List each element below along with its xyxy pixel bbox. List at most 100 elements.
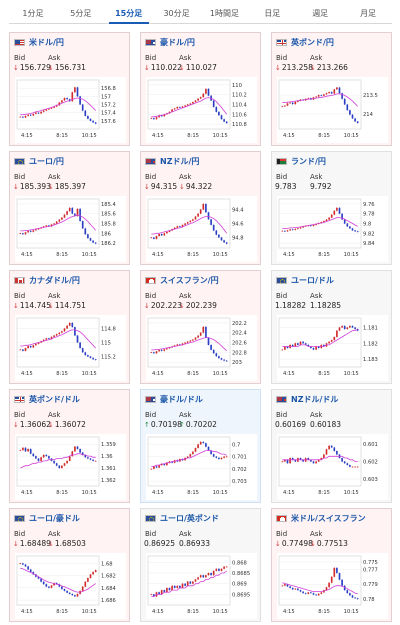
currency-pair-link[interactable]: カナダドル/円 [29, 275, 80, 285]
candle-body [29, 448, 32, 454]
currency-pair-link[interactable]: 豪ドル/ドル [160, 394, 203, 404]
candlestick-chart[interactable]: 110.8 110.6 110.4 110.2 110 4:15 8:15 10:15 [146, 77, 257, 143]
tab-timeframe-0[interactable]: 1分足 [22, 9, 44, 18]
x-tick-label: 4:15 [152, 609, 164, 615]
candlestick-chart[interactable]: 9.84 9.82 9.8 9.78 9.76 4:15 8:15 10:15 [277, 196, 388, 262]
candle-body [61, 331, 63, 333]
currency-pair-link[interactable]: 豪ドル/円 [160, 37, 195, 47]
candle-body [284, 346, 286, 350]
candle-body [92, 459, 94, 461]
currency-pair-link[interactable]: スイスフラン/円 [160, 275, 219, 285]
tab-timeframe-5[interactable]: 日足 [264, 9, 281, 18]
candle-body [181, 459, 184, 461]
currency-card[interactable]: カナダドル/円 Bid Ask ↓ 114.745 ↓ 114.751 115.2 115 114… [9, 270, 130, 384]
bid-quote: 9.783 [275, 182, 310, 191]
candle-body [218, 356, 220, 359]
currency-pair-link[interactable]: 英ポンド/ドル [29, 394, 80, 404]
currency-card[interactable]: ユーロ/英ポンド Bid Ask 0.86925 0.86933 0.8695 0.869 0… [140, 508, 261, 622]
y-tick-label: 1.682 [101, 574, 116, 580]
candle-body [27, 448, 29, 452]
candlestick-chart[interactable]: 0.8695 0.869 0.8685 0.868 4:15 8:15 10:15 [146, 553, 257, 619]
currency-card[interactable]: NZドル/ドル Bid Ask 0.60169 0.60183 0.603 0.602 0.6… [271, 389, 392, 503]
candle-body [89, 458, 92, 460]
ask-quote: 9.792 [310, 182, 345, 191]
candlestick-chart[interactable]: 214 213.5 4:15 8:15 10:15 [277, 77, 388, 143]
currency-pair-link[interactable]: ユーロ/ドル [291, 275, 334, 285]
currency-chart-grid: 米ドル/円 Bid Ask ↓ 156.729 ↓ 156.731 157.6 157.4 157… [9, 32, 392, 622]
currency-card[interactable]: ランド/円 Bid Ask 9.783 9.792 9.84 9.82 9.8 9.78 9.76… [271, 151, 392, 265]
currency-card[interactable]: 豪ドル/円 Bid Ask ↓ 110.022 ↓ 110.027 110.8 110.6 110… [140, 32, 261, 146]
candle-body [19, 233, 22, 234]
candle-body [197, 98, 199, 101]
candle-body [323, 454, 325, 458]
tab-timeframe-4[interactable]: 1時間足 [209, 9, 239, 18]
candle-body [74, 595, 76, 597]
bid-label: Bid [145, 173, 157, 181]
candle-body [212, 100, 215, 107]
currency-pair-link[interactable]: 英ポンド/円 [291, 37, 334, 47]
currency-pair-link[interactable]: 米ドル/円 [29, 37, 64, 47]
candle-body [212, 570, 215, 576]
candle-body [184, 583, 186, 586]
ask-quote: ↓ 94.322 [179, 182, 214, 191]
currency-card[interactable]: ユーロ/豪ドル Bid Ask ↓ 1.68489 ↓ 1.68503 1.686 1.684 1… [9, 508, 130, 622]
currency-pair-link[interactable]: 米ドル/スイスフラン [291, 513, 366, 523]
candle-body [336, 207, 338, 211]
flag-nz-icon [276, 395, 287, 403]
candle-body [153, 352, 155, 354]
candle-body [42, 110, 45, 112]
ask-label: Ask [48, 173, 61, 181]
currency-card[interactable]: 米ドル/円 Bid Ask ↓ 156.729 ↓ 156.731 157.6 157.4 157… [9, 32, 130, 146]
currency-card[interactable]: 英ポンド/ドル Bid Ask ↓ 1.36062 ↓ 1.36072 1.362 1.361 1… [9, 389, 130, 503]
y-tick-label: 1.36 [101, 454, 113, 460]
plot-frame [278, 555, 362, 606]
currency-pair-link[interactable]: ユーロ/円 [29, 156, 64, 166]
currency-card[interactable]: ユーロ/円 Bid Ask ↓ 185.393 ↓ 185.397 186.2 186 185.8… [9, 151, 130, 265]
tab-timeframe-2[interactable]: 15分足 [105, 4, 153, 24]
candle-body [45, 225, 48, 227]
currency-card[interactable]: 米ドル/スイスフラン Bid Ask ↓ 0.77498 ↓ 0.77513 0.78 0.77… [271, 508, 392, 622]
y-tick-label: 1.182 [363, 341, 378, 347]
currency-pair-link[interactable]: ランド/円 [291, 156, 326, 166]
currency-pair-link[interactable]: ユーロ/英ポンド [160, 513, 219, 523]
candle-body [158, 592, 160, 595]
currency-card[interactable]: NZドル/円 Bid Ask ↓ 94.315 ↓ 94.322 94.8 94.6 94.4 4:… [140, 151, 261, 265]
candlestick-chart[interactable]: 1.183 1.182 1.181 4:15 8:15 10:15 [277, 315, 388, 381]
currency-pair-link[interactable]: NZドル/ドル [291, 394, 339, 404]
tab-timeframe-1[interactable]: 5分足 [70, 9, 92, 18]
candle-body [299, 458, 302, 460]
candle-body [207, 88, 210, 96]
currency-pair-link[interactable]: NZドル/円 [160, 156, 200, 166]
candlestick-chart[interactable]: 1.686 1.684 1.682 1.68 4:15 8:15 10:15 [15, 553, 126, 619]
candle-body [297, 343, 299, 345]
candle-body [197, 444, 199, 449]
currency-pair-link[interactable]: ユーロ/豪ドル [29, 513, 80, 523]
bid-value: 1.36062 [19, 420, 51, 429]
candle-body [330, 340, 333, 342]
candle-body [325, 93, 328, 95]
currency-card[interactable]: 豪ドル/ドル Bid Ask ↑ 0.70198 ↑ 0.70202 0.703 0.702 0.… [140, 389, 261, 503]
candlestick-chart[interactable]: 186.2 186 185.8 185.6 185.4 4:15 8:15 10:15 [15, 196, 126, 262]
candlestick-chart[interactable]: 0.78 0.779 0.777 0.775 4:15 8:15 10:15 [277, 553, 388, 619]
candle-body [205, 575, 207, 578]
candlestick-chart[interactable]: 203 202.8 202.6 202.4 202.2 4:15 8:15 10:15 [146, 315, 257, 381]
currency-card[interactable]: 英ポンド/円 Bid Ask ↓ 213.258 ↓ 213.266 214 213.5 4:15… [271, 32, 392, 146]
candle-body [218, 234, 220, 238]
candlestick-chart[interactable]: 0.603 0.602 0.601 4:15 8:15 10:15 [277, 434, 388, 500]
candlestick-chart[interactable]: 94.8 94.6 94.4 4:15 8:15 10:15 [146, 196, 257, 262]
candlestick-chart[interactable]: 1.362 1.361 1.36 1.359 4:15 8:15 10:15 [15, 434, 126, 500]
moving-average-line [282, 217, 358, 229]
candlestick-chart[interactable]: 115.2 115 114.8 4:15 8:15 10:15 [15, 315, 126, 381]
currency-card[interactable]: スイスフラン/円 Bid Ask ↓ 202.223 ↓ 202.239 203 202.8 20… [140, 270, 261, 384]
tab-timeframe-6[interactable]: 週足 [312, 9, 329, 18]
candle-body [354, 118, 356, 122]
currency-card[interactable]: ユーロ/ドル Bid Ask 1.18282 1.18285 1.183 1.182 1.18… [271, 270, 392, 384]
candle-body [192, 219, 194, 221]
ask-quote: ↓ 114.751 [48, 301, 86, 310]
candlestick-chart[interactable]: 157.6 157.4 157.2 157 156.8 4:15 8:15 10:15 [15, 77, 126, 143]
candlestick-chart[interactable]: 0.703 0.702 0.701 0.7 4:15 8:15 10:15 [146, 434, 257, 500]
candle-body [330, 445, 333, 448]
candle-body [61, 100, 63, 103]
tab-timeframe-7[interactable]: 月足 [360, 9, 377, 18]
tab-timeframe-3[interactable]: 30分足 [163, 9, 190, 18]
